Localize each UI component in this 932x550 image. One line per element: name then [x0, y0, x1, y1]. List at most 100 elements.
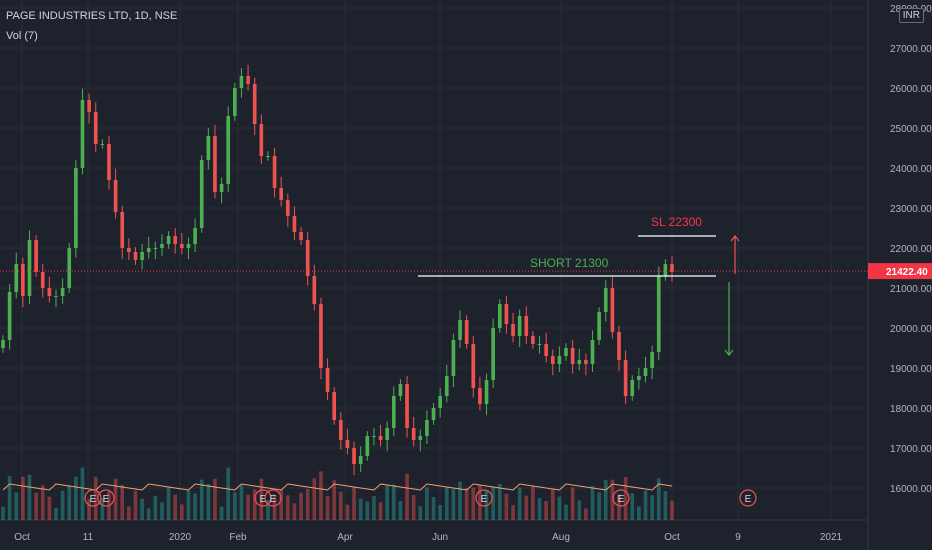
candle-body — [411, 428, 416, 440]
volume-bar — [153, 496, 158, 520]
y-tick-label: 20000.00 — [890, 324, 932, 335]
y-tick-label: 16000.00 — [890, 484, 932, 495]
candle-body — [1, 340, 5, 348]
volume-bar — [603, 480, 608, 520]
volume-bar — [93, 476, 98, 520]
earnings-marker[interactable] — [84, 489, 102, 507]
short-annotation: SHORT 21300 — [530, 256, 609, 270]
candle-body — [650, 352, 654, 368]
candle-body — [372, 436, 376, 437]
candle-body — [623, 360, 628, 396]
candle-body — [570, 348, 575, 364]
candle-body — [398, 384, 403, 396]
volume-bar — [345, 504, 350, 520]
earnings-marker-label: E — [260, 494, 267, 505]
volume-bar — [186, 490, 191, 520]
candle-body — [637, 376, 641, 380]
candle-body — [80, 100, 85, 168]
y-tick-label: 19000.00 — [890, 364, 932, 375]
candle-body — [418, 436, 423, 440]
candle-body — [93, 112, 98, 144]
candle-body — [100, 144, 105, 145]
volume-bar — [127, 506, 131, 520]
volume-bar — [67, 485, 72, 520]
candle-body — [597, 312, 601, 340]
candle-body — [365, 436, 370, 456]
volume-bar — [411, 495, 416, 520]
candle-body — [444, 376, 449, 396]
candle-body — [385, 428, 389, 440]
volume-bar — [146, 508, 151, 520]
volume-bar — [80, 467, 85, 520]
candle-body — [286, 200, 290, 216]
candle-body — [252, 84, 257, 124]
candle-body — [517, 316, 522, 336]
candle-body — [199, 160, 204, 228]
candle-body — [656, 276, 661, 352]
candle-body — [577, 360, 582, 364]
candle-body — [219, 184, 224, 192]
volume-bar — [478, 485, 482, 520]
earnings-marker[interactable] — [612, 489, 630, 507]
volume-bar — [219, 506, 224, 520]
y-tick-label: 21000.00 — [890, 284, 932, 295]
candle-body — [140, 252, 144, 260]
volume-bar — [617, 494, 621, 520]
volume-bar — [623, 477, 628, 520]
volume-bar — [120, 485, 125, 520]
candle-body — [471, 344, 476, 388]
candle-body — [352, 448, 356, 464]
candle-body — [60, 288, 65, 296]
candle-body — [478, 388, 482, 404]
volume-bar — [286, 495, 290, 520]
y-tick-label: 17000.00 — [890, 444, 932, 455]
currency-badge[interactable]: INR — [898, 8, 924, 23]
volume-bar — [14, 492, 19, 520]
earnings-marker[interactable] — [254, 489, 272, 507]
volume-bar — [292, 503, 297, 520]
candle-body — [391, 396, 396, 428]
candle-body — [47, 288, 52, 296]
candle-body — [266, 156, 270, 157]
candle-body — [120, 212, 125, 248]
candle-body — [54, 296, 58, 297]
volume-bar — [398, 501, 403, 520]
volume-bar — [246, 494, 250, 520]
volume-bar — [305, 489, 310, 520]
earnings-marker[interactable] — [475, 489, 493, 507]
x-tick-label: 2021 — [820, 532, 843, 543]
volume-bar — [590, 486, 595, 520]
volume-bar — [385, 485, 389, 520]
volume-bar — [550, 488, 555, 520]
candle-body — [74, 168, 78, 248]
candle-body — [239, 76, 244, 88]
earnings-marker[interactable] — [739, 489, 757, 507]
volume-bar — [570, 487, 575, 520]
volume-bar — [319, 471, 323, 520]
candle-body — [146, 248, 151, 252]
volume-bar — [630, 493, 635, 520]
candle-body — [431, 408, 436, 420]
candle-body — [259, 124, 264, 156]
volume-bar — [21, 476, 25, 520]
volume-bar — [259, 478, 264, 520]
volume-bar — [584, 508, 588, 520]
candle-body — [133, 252, 138, 260]
candle-body — [564, 348, 568, 356]
x-tick-label: 11 — [83, 532, 94, 543]
candle-body — [186, 244, 191, 248]
volume-bar — [352, 487, 356, 520]
up-arrow-head — [730, 235, 740, 242]
volume-bar — [332, 480, 337, 520]
earnings-marker[interactable] — [97, 489, 115, 507]
candle-body — [405, 384, 409, 428]
x-tick-label: Oct — [664, 532, 680, 543]
volume-bar — [444, 487, 449, 520]
candle-body — [504, 304, 509, 324]
candle-body — [643, 368, 648, 376]
volume-ma-line — [2, 483, 673, 491]
candle-body — [537, 344, 542, 345]
volume-bar — [597, 492, 601, 520]
earnings-marker[interactable] — [264, 489, 282, 507]
